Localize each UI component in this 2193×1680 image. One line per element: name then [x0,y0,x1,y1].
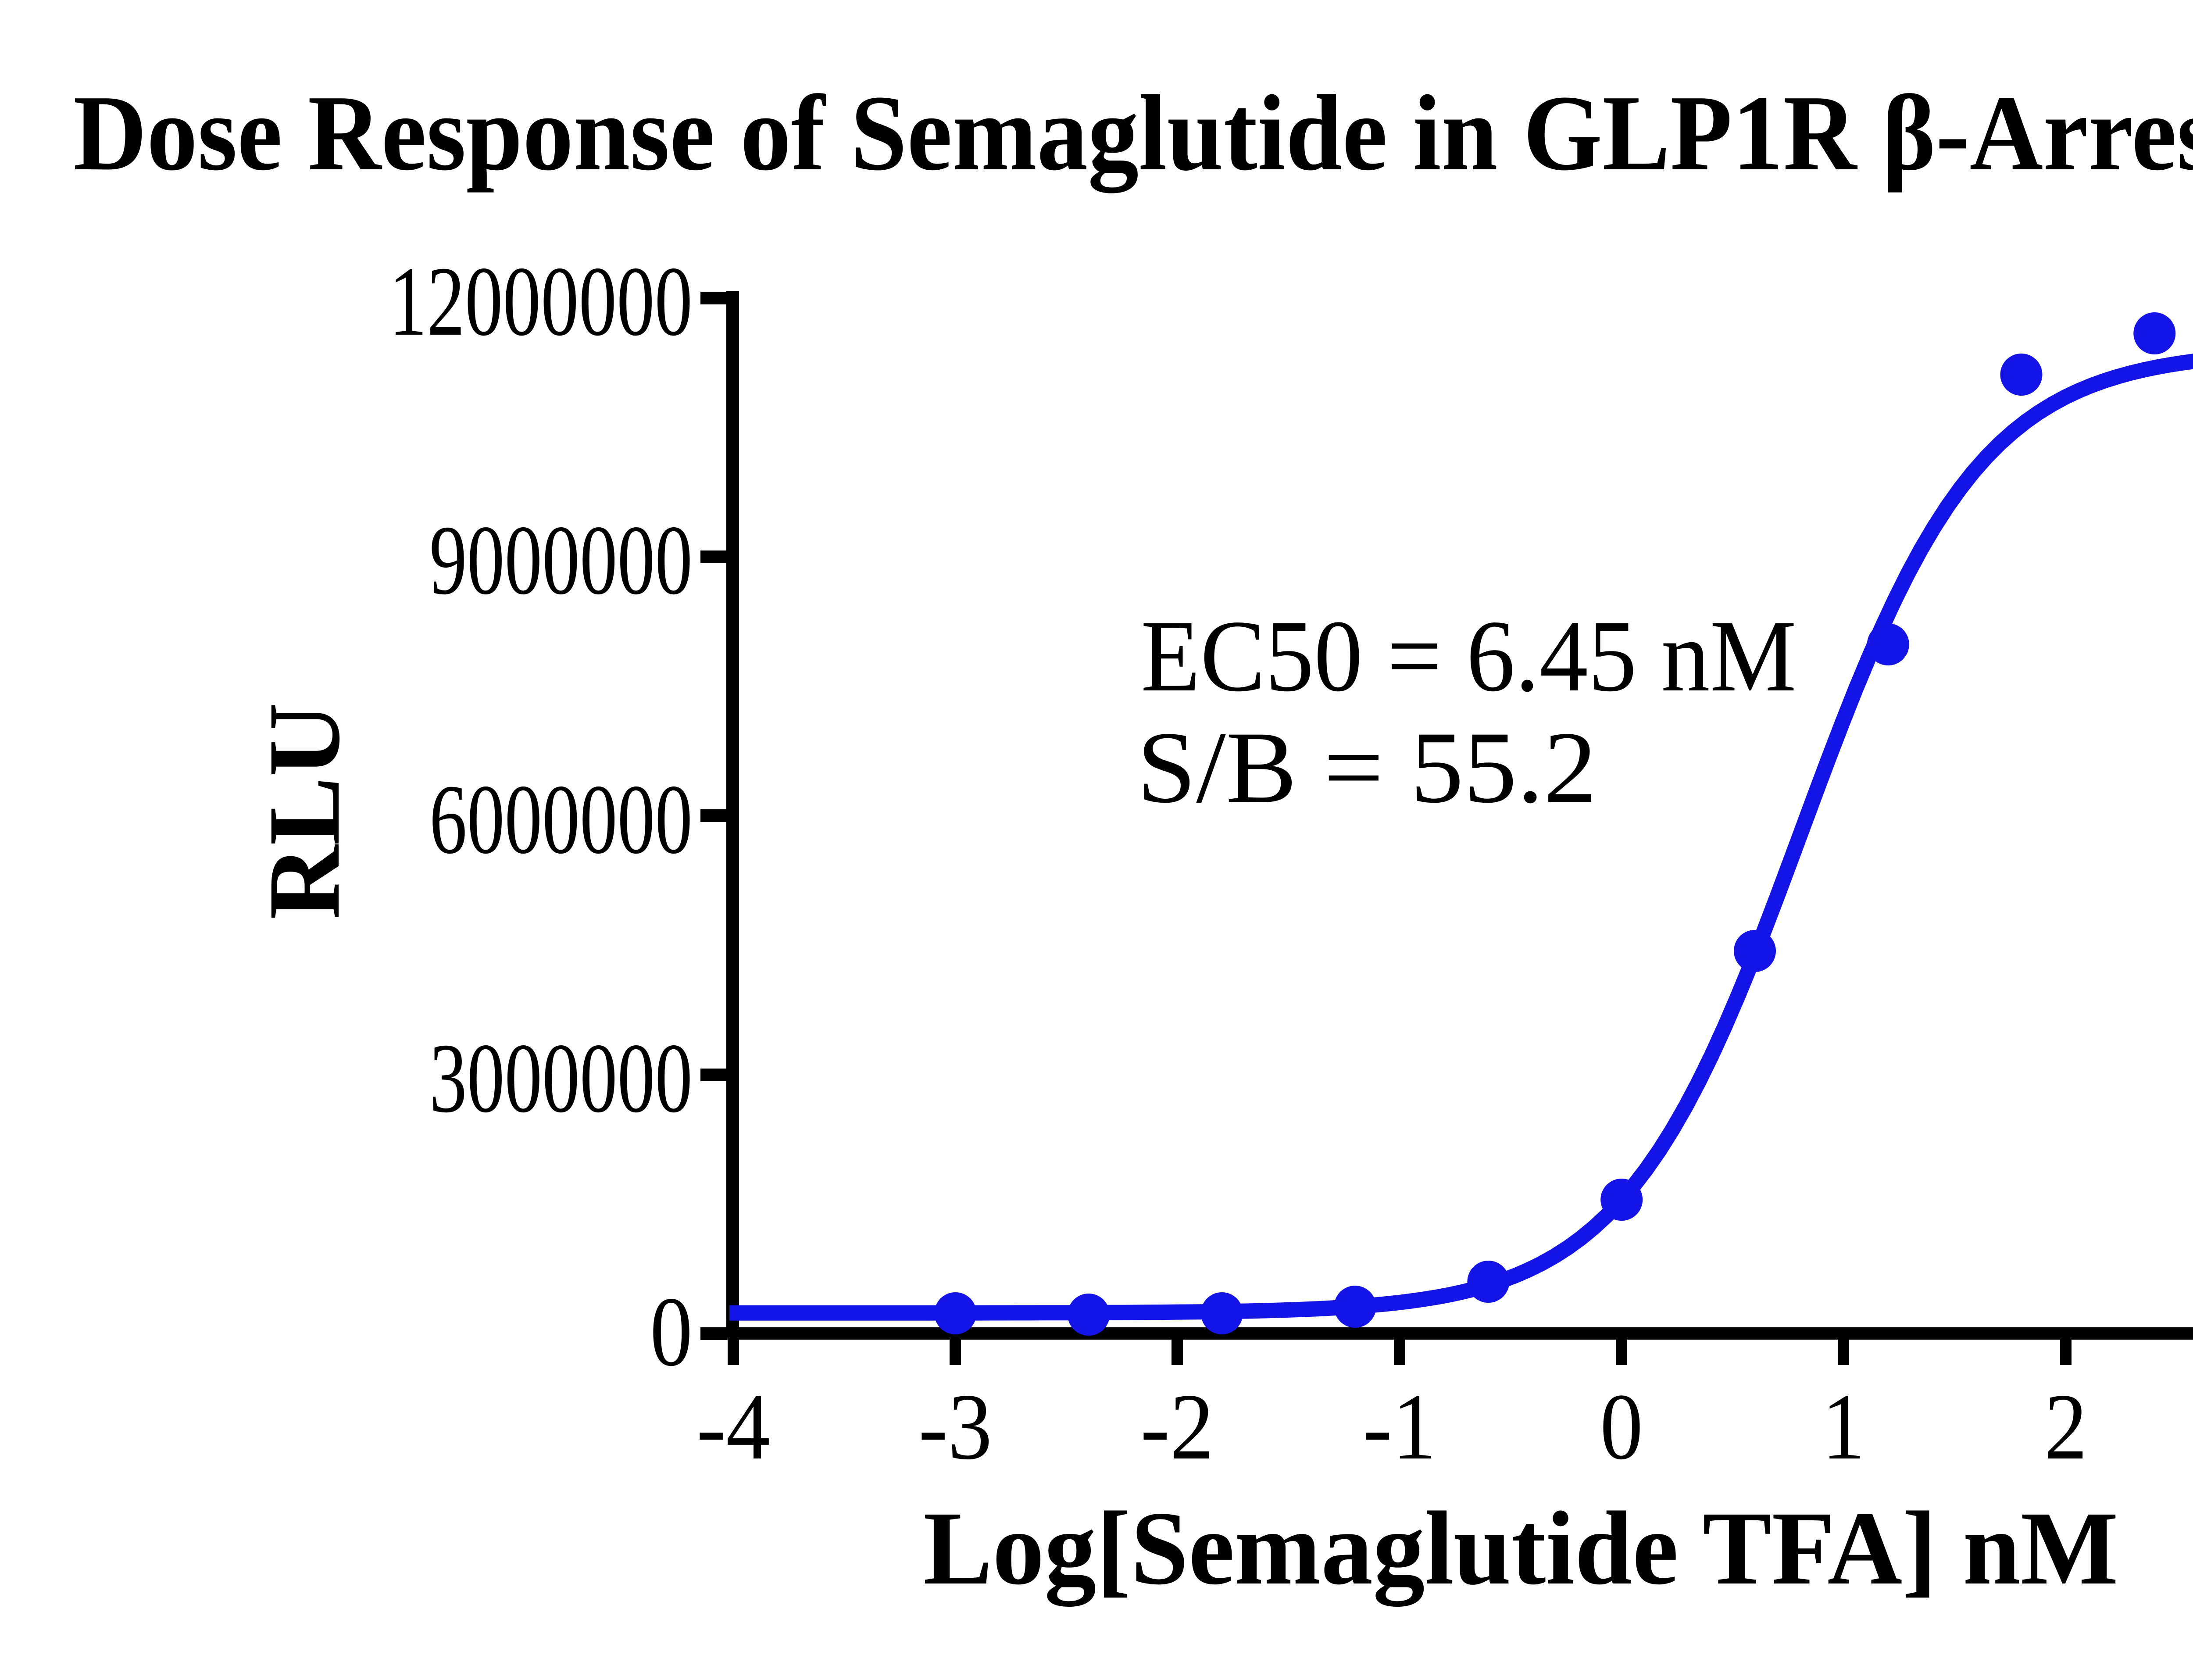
svg-text:12000000: 12000000 [389,247,693,357]
svg-text:3000000: 3000000 [429,1023,693,1133]
svg-text:EC50 = 6.45 nM: EC50 = 6.45 nM [1141,599,1797,713]
svg-text:-2: -2 [1140,1374,1214,1479]
svg-text:RLU: RLU [247,703,361,919]
svg-text:-4: -4 [696,1374,770,1479]
svg-text:-1: -1 [1363,1374,1436,1479]
svg-text:9000000: 9000000 [429,505,693,615]
svg-text:0: 0 [650,1277,693,1387]
svg-text:Log[Semaglutide TFA] nM: Log[Semaglutide TFA] nM [923,1490,2118,1607]
svg-text:2: 2 [2044,1374,2087,1479]
svg-text:1: 1 [1822,1374,1865,1479]
svg-text:0: 0 [1600,1374,1643,1479]
svg-text:Dose Response of Semaglutide i: Dose Response of Semaglutide in GLP1R β-… [73,73,2193,193]
svg-text:-3: -3 [918,1374,992,1479]
svg-text:S/B = 55.2: S/B = 55.2 [1137,710,1597,824]
svg-text:6000000: 6000000 [429,765,693,875]
